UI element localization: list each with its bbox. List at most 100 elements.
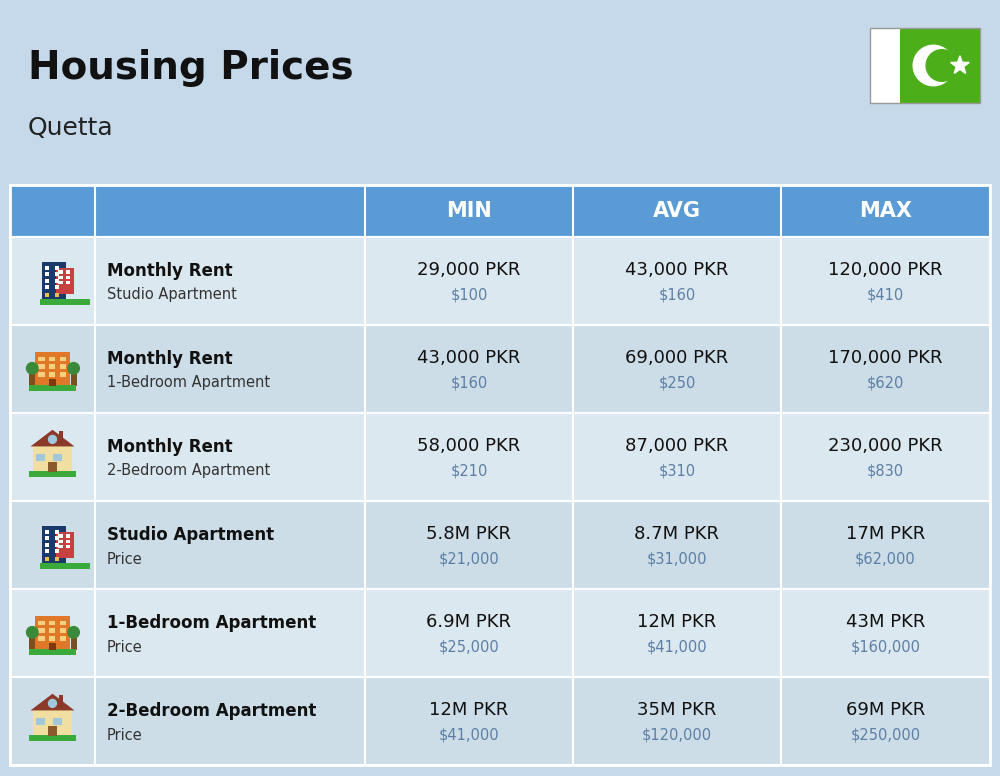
Text: Price: Price — [107, 552, 143, 566]
Text: $160,000: $160,000 — [850, 639, 920, 654]
Bar — [55, 536, 59, 540]
Bar — [42, 262, 66, 300]
Bar — [45, 530, 49, 534]
Bar — [59, 695, 63, 705]
Bar — [58, 535, 63, 538]
Bar — [58, 275, 63, 279]
Text: Studio Apartment: Studio Apartment — [107, 287, 237, 303]
Text: 87,000 PKR: 87,000 PKR — [625, 437, 729, 455]
Bar — [55, 266, 59, 270]
Text: Price: Price — [107, 639, 143, 654]
Text: 69M PKR: 69M PKR — [846, 701, 925, 719]
Bar — [60, 357, 66, 362]
Bar — [49, 629, 55, 633]
Bar — [40, 563, 90, 570]
Bar — [29, 374, 35, 386]
Bar — [45, 542, 49, 546]
Bar — [45, 266, 49, 270]
Text: MIN: MIN — [446, 201, 492, 221]
Bar — [53, 718, 62, 726]
Bar — [49, 621, 55, 625]
Bar — [48, 462, 57, 472]
Text: $620: $620 — [867, 376, 904, 390]
Circle shape — [27, 626, 38, 638]
Text: 8.7M PKR: 8.7M PKR — [635, 525, 720, 543]
Text: $62,000: $62,000 — [855, 552, 916, 566]
Bar — [49, 364, 55, 369]
Text: $31,000: $31,000 — [647, 552, 707, 566]
Bar — [49, 372, 55, 376]
Bar — [60, 621, 66, 625]
Bar — [55, 542, 59, 546]
Text: $41,000: $41,000 — [439, 728, 499, 743]
Bar — [71, 374, 77, 386]
Text: 5.8M PKR: 5.8M PKR — [426, 525, 512, 543]
Text: 1-Bedroom Apartment: 1-Bedroom Apartment — [107, 614, 316, 632]
Bar — [60, 364, 66, 369]
Bar — [10, 185, 990, 237]
Bar — [10, 501, 990, 589]
Circle shape — [49, 699, 56, 708]
Bar — [29, 638, 35, 650]
Bar — [49, 379, 56, 386]
Bar — [29, 735, 76, 741]
Text: $310: $310 — [658, 463, 696, 479]
Bar — [870, 28, 980, 103]
Bar — [10, 237, 990, 325]
Bar — [10, 413, 990, 501]
Bar — [55, 557, 59, 561]
Text: Studio Apartment: Studio Apartment — [107, 526, 274, 544]
Text: 35M PKR: 35M PKR — [637, 701, 717, 719]
Bar — [66, 535, 70, 538]
Bar — [29, 385, 76, 391]
Bar — [58, 540, 63, 543]
Bar — [29, 650, 76, 655]
Bar — [38, 357, 45, 362]
Circle shape — [68, 362, 79, 374]
Bar — [55, 549, 59, 553]
Bar — [55, 272, 59, 276]
Bar — [10, 325, 990, 413]
Bar — [49, 643, 56, 650]
Text: 69,000 PKR: 69,000 PKR — [625, 349, 729, 367]
Circle shape — [49, 435, 56, 443]
Text: $250,000: $250,000 — [850, 728, 921, 743]
Bar — [66, 271, 70, 274]
Text: $25,000: $25,000 — [439, 639, 499, 654]
Bar — [38, 621, 45, 625]
Polygon shape — [30, 430, 74, 446]
Bar — [45, 293, 49, 297]
Bar — [38, 372, 45, 376]
Text: 2-Bedroom Apartment: 2-Bedroom Apartment — [107, 702, 316, 720]
Text: $41,000: $41,000 — [647, 639, 707, 654]
Circle shape — [68, 626, 79, 638]
Text: $160: $160 — [658, 287, 696, 303]
Bar — [49, 357, 55, 362]
Bar — [58, 545, 63, 548]
Bar — [38, 629, 45, 633]
Text: Monthly Rent: Monthly Rent — [107, 262, 233, 280]
Text: AVG: AVG — [653, 201, 701, 221]
Text: 1-Bedroom Apartment: 1-Bedroom Apartment — [107, 376, 270, 390]
Text: 17M PKR: 17M PKR — [846, 525, 925, 543]
Bar — [66, 275, 70, 279]
Bar — [53, 454, 62, 461]
Bar — [42, 525, 66, 564]
Bar — [56, 268, 74, 294]
Text: Housing Prices: Housing Prices — [28, 49, 354, 87]
Circle shape — [926, 50, 958, 81]
Bar — [55, 530, 59, 534]
Bar — [58, 281, 63, 284]
Text: Price: Price — [107, 728, 143, 743]
Bar — [38, 364, 45, 369]
Text: $21,000: $21,000 — [439, 552, 499, 566]
Text: $120,000: $120,000 — [642, 728, 712, 743]
Text: 2-Bedroom Apartment: 2-Bedroom Apartment — [107, 463, 270, 479]
Bar — [66, 545, 70, 548]
Text: MAX: MAX — [859, 201, 912, 221]
Bar — [59, 431, 63, 442]
Bar — [33, 446, 72, 472]
Text: $250: $250 — [658, 376, 696, 390]
Polygon shape — [951, 56, 969, 74]
Text: Monthly Rent: Monthly Rent — [107, 438, 233, 456]
